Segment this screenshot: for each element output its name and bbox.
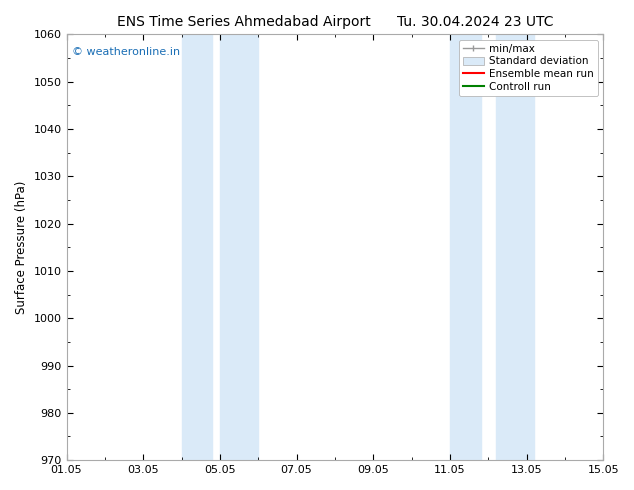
- Y-axis label: Surface Pressure (hPa): Surface Pressure (hPa): [15, 180, 28, 314]
- Title: ENS Time Series Ahmedabad Airport      Tu. 30.04.2024 23 UTC: ENS Time Series Ahmedabad Airport Tu. 30…: [117, 15, 553, 29]
- Bar: [220, 34, 258, 460]
- Legend: min/max, Standard deviation, Ensemble mean run, Controll run: min/max, Standard deviation, Ensemble me…: [459, 40, 598, 96]
- Bar: [181, 34, 212, 460]
- Bar: [450, 34, 481, 460]
- Text: © weatheronline.in: © weatheronline.in: [72, 47, 180, 57]
- Bar: [496, 34, 534, 460]
